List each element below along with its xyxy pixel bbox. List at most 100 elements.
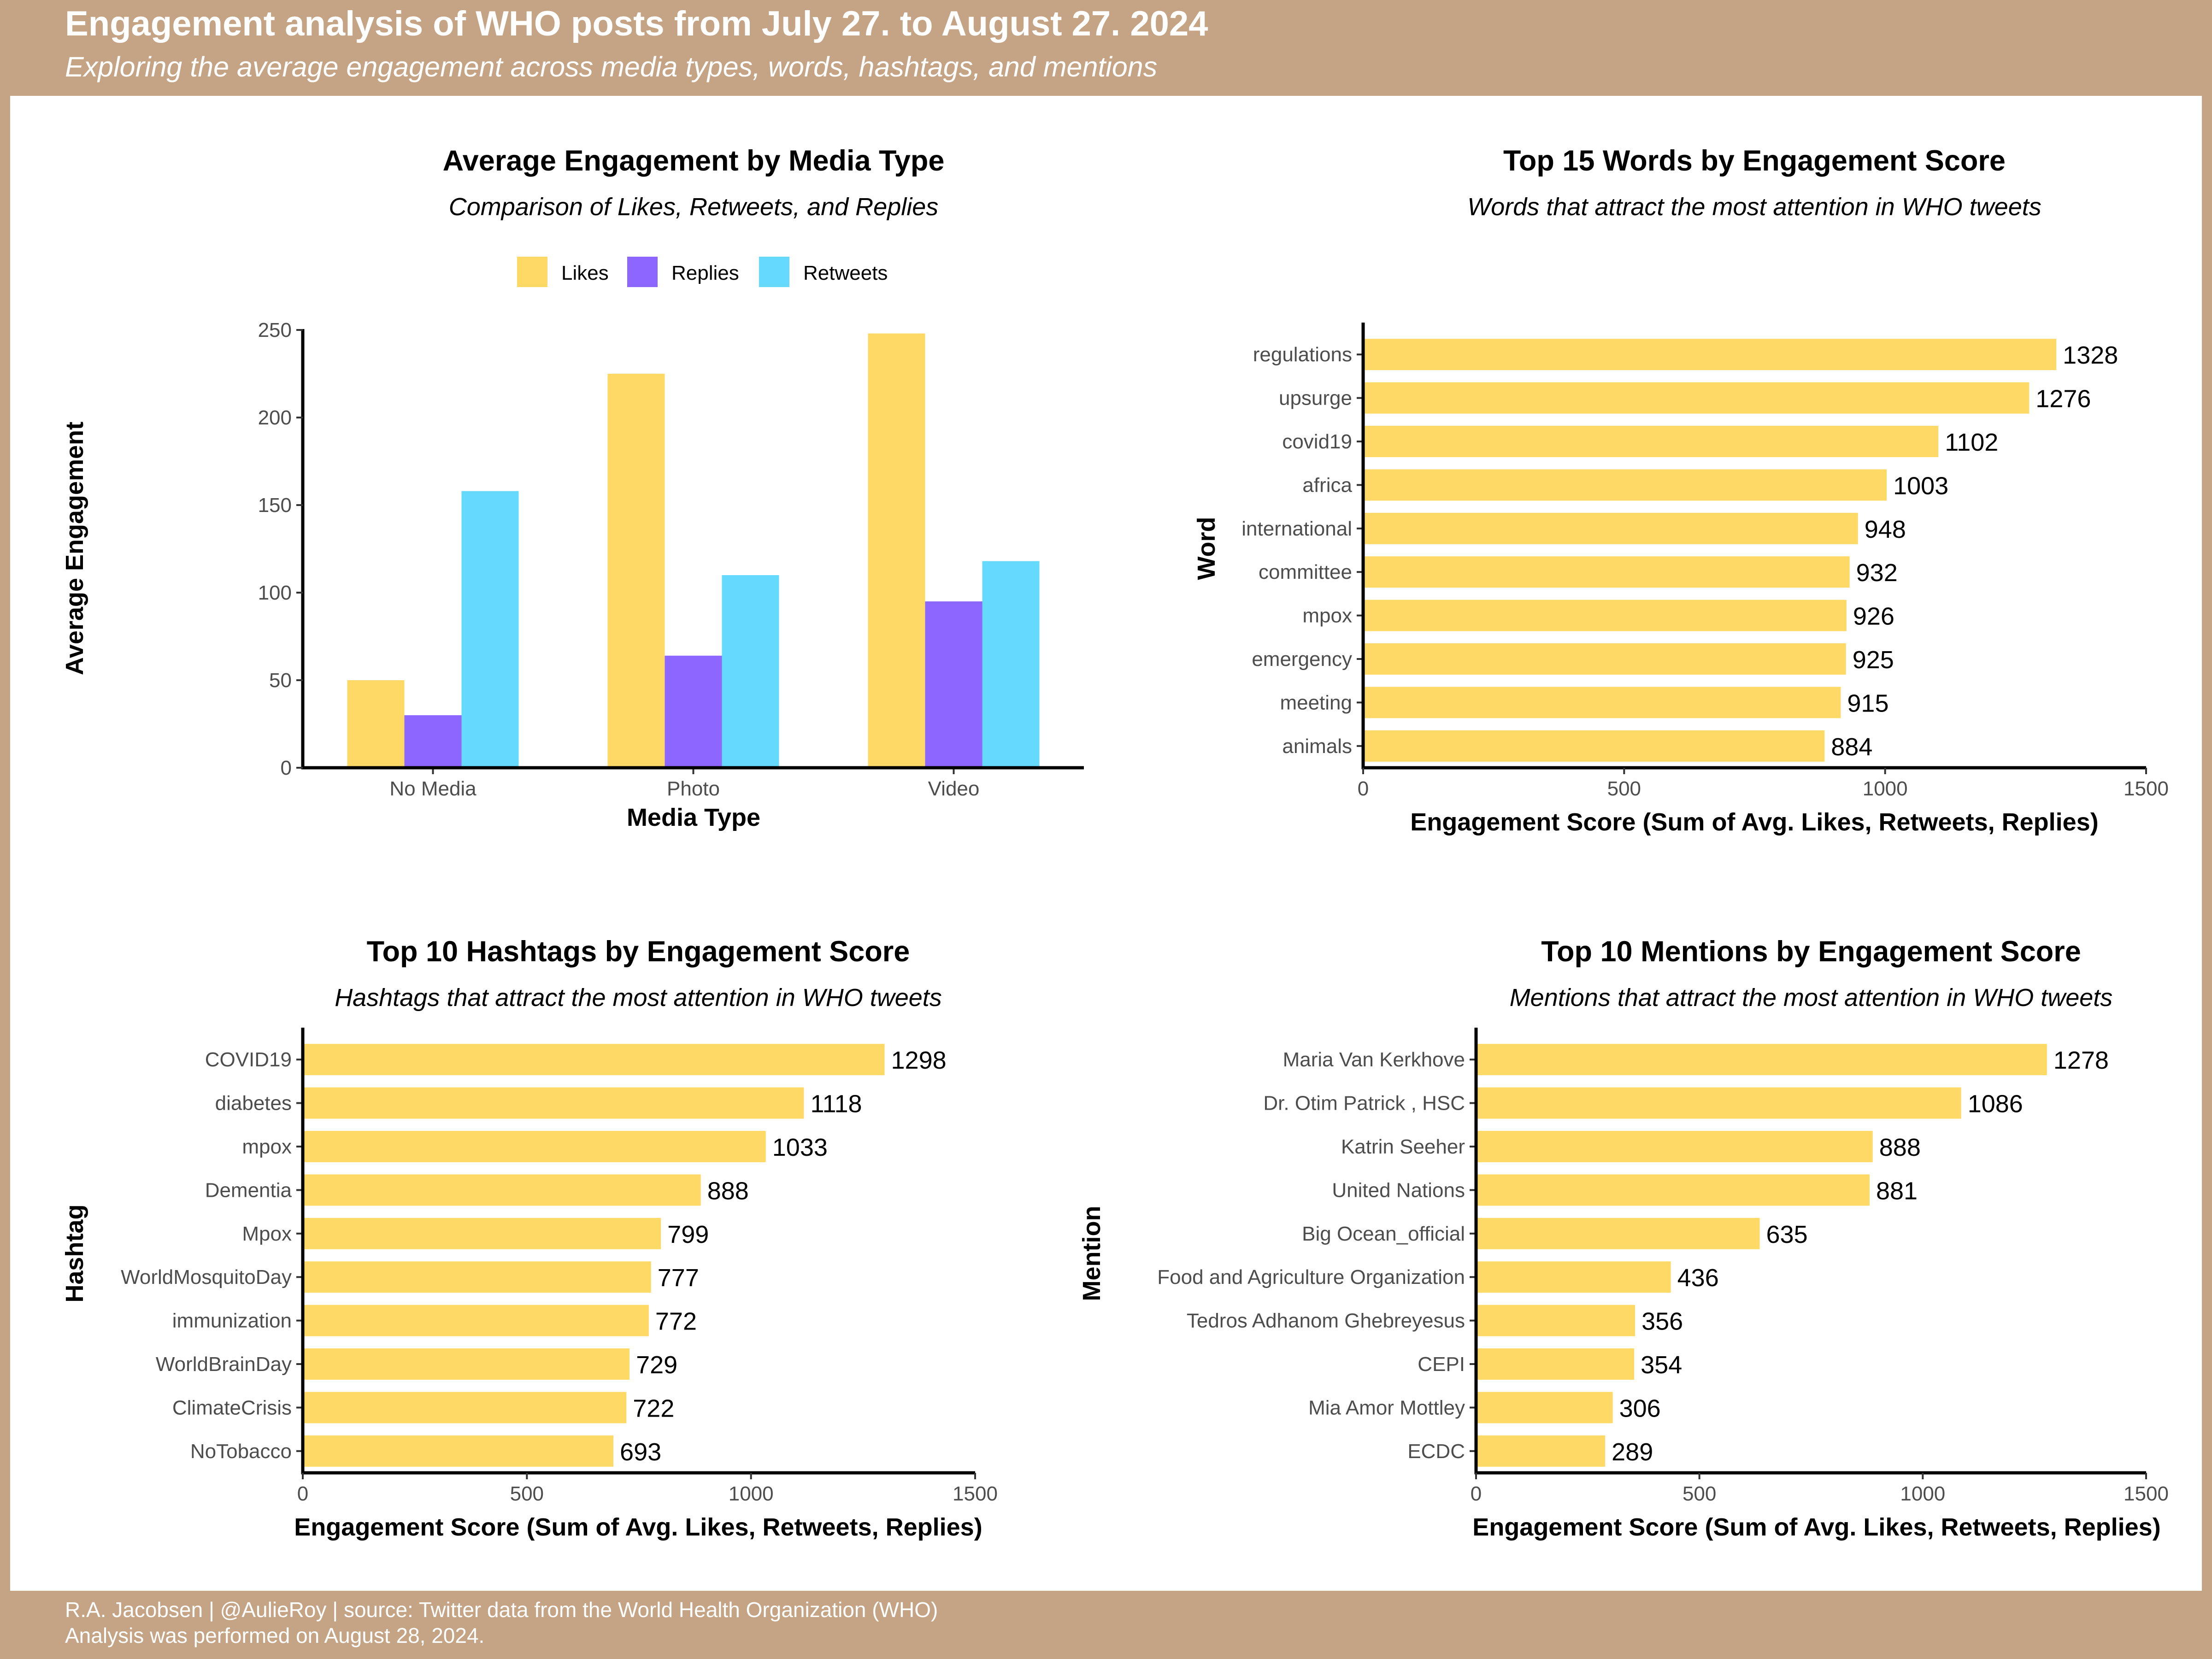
y-tick-label: mpox (242, 1135, 292, 1158)
y-tick-label: ClimateCrisis (172, 1396, 292, 1419)
y-tick-label: Dementia (205, 1179, 292, 1201)
data-label-mentions-8: 306 (1619, 1394, 1661, 1422)
bar-retweets-no-media (461, 491, 519, 768)
data-label-words-1: 1276 (2036, 385, 2091, 413)
y-tick-label: international (1241, 518, 1352, 540)
bar-words-9 (1363, 730, 1825, 762)
y-tick-label: emergency (1252, 648, 1352, 671)
data-label-hashtags-2: 1033 (772, 1134, 828, 1161)
bar-words-2 (1363, 426, 1939, 457)
bar-words-7 (1363, 643, 1846, 675)
x-axis-title-words: Engagement Score (Sum of Avg. Likes, Ret… (1410, 808, 2098, 836)
footer-credit: R.A. Jacobsen | @AulieRoy | source: Twit… (65, 1598, 938, 1622)
y-tick-label: ECDC (1407, 1440, 1465, 1463)
data-label-words-4: 948 (1865, 516, 1906, 543)
x-tick-label: No Media (389, 777, 477, 800)
x-tick-label: 1500 (2124, 1483, 2169, 1505)
data-label-mentions-9: 289 (1612, 1438, 1653, 1466)
page-subtitle: Exploring the average engagement across … (65, 51, 1158, 82)
data-label-words-9: 884 (1831, 733, 1872, 761)
x-tick-label: 1000 (729, 1483, 774, 1505)
y-axis-title-hashtags: Hashtag (61, 1204, 88, 1302)
x-tick-label: 500 (510, 1483, 544, 1505)
data-label-hashtags-5: 777 (658, 1264, 699, 1292)
x-tick-label: Video (928, 777, 980, 800)
data-label-hashtags-9: 693 (620, 1438, 661, 1466)
bar-mentions-8 (1476, 1392, 1613, 1424)
y-tick-label: Mia Amor Mottley (1308, 1396, 1465, 1419)
bar-likes-video (868, 333, 925, 768)
data-label-mentions-2: 888 (1879, 1134, 1921, 1161)
bar-words-8 (1363, 687, 1841, 718)
legend-label-retweets: Retweets (803, 262, 888, 284)
data-label-words-7: 925 (1853, 646, 1894, 674)
bar-hashtags-4 (303, 1218, 661, 1249)
y-tick-label: Big Ocean_official (1302, 1223, 1465, 1245)
footer-date: Analysis was performed on August 28, 202… (65, 1624, 485, 1647)
x-tick-label: 0 (297, 1483, 308, 1505)
y-tick-label: CEPI (1418, 1353, 1465, 1376)
data-label-words-2: 1102 (1945, 429, 1998, 456)
chart-words-subtitle: Words that attract the most attention in… (1467, 193, 2041, 221)
x-tick-label: 1000 (1900, 1483, 1945, 1505)
y-tick-label: immunization (172, 1310, 292, 1332)
chart-words-title: Top 15 Words by Engagement Score (1503, 145, 2006, 177)
y-tick-label: United Nations (1332, 1179, 1465, 1201)
y-tick-label: animals (1282, 735, 1352, 758)
chart-mentions-title: Top 10 Mentions by Engagement Score (1541, 935, 2081, 968)
data-label-words-3: 1003 (1893, 472, 1948, 500)
bar-hashtags-5 (303, 1261, 651, 1293)
bar-replies-photo (665, 655, 722, 768)
y-tick-label: 100 (258, 582, 292, 604)
bar-mentions-6 (1476, 1305, 1635, 1336)
x-tick-label: 500 (1607, 777, 1641, 800)
y-tick-label: 50 (269, 669, 292, 692)
bar-hashtags-7 (303, 1348, 630, 1380)
bar-likes-no-media (347, 680, 405, 768)
x-tick-label: 0 (1471, 1483, 1482, 1505)
x-tick-label: 0 (1358, 777, 1369, 800)
data-label-words-5: 932 (1856, 559, 1898, 587)
y-tick-label: WorldMosquitoDay (121, 1266, 292, 1288)
bar-mentions-7 (1476, 1348, 1635, 1380)
bar-replies-no-media (404, 715, 462, 768)
data-label-hashtags-1: 1118 (810, 1090, 862, 1118)
data-label-mentions-3: 881 (1876, 1177, 1918, 1205)
bar-hashtags-9 (303, 1435, 614, 1467)
bar-words-0 (1363, 339, 2057, 371)
data-label-mentions-0: 1278 (2053, 1047, 2109, 1074)
y-tick-label: Tedros Adhanom Ghebreyesus (1187, 1310, 1465, 1332)
data-label-words-0: 1328 (2063, 341, 2118, 369)
legend-label-likes: Likes (561, 262, 609, 284)
y-tick-label: 250 (258, 319, 292, 341)
data-label-words-6: 926 (1853, 603, 1894, 630)
bar-words-5 (1363, 556, 1850, 588)
bar-mentions-5 (1476, 1261, 1671, 1293)
bar-hashtags-3 (303, 1174, 701, 1206)
y-tick-label: COVID19 (205, 1048, 292, 1071)
bar-retweets-video (982, 561, 1040, 768)
y-axis-title: Average Engagement (61, 422, 88, 675)
bar-mentions-3 (1476, 1174, 1870, 1206)
bar-words-6 (1363, 600, 1847, 631)
x-tick-label: Photo (667, 777, 720, 800)
y-tick-label: upsurge (1279, 387, 1352, 410)
y-tick-label: covid19 (1282, 430, 1352, 453)
bar-hashtags-8 (303, 1392, 627, 1424)
y-tick-label: Maria Van Kerkhove (1283, 1048, 1465, 1071)
bar-hashtags-0 (303, 1044, 885, 1076)
y-tick-label: mpox (1302, 605, 1352, 627)
bar-retweets-photo (722, 575, 779, 768)
bar-replies-video (925, 601, 982, 768)
data-label-words-8: 915 (1847, 689, 1888, 717)
bar-mentions-2 (1476, 1131, 1873, 1162)
bar-likes-photo (607, 374, 665, 768)
y-axis-title-words: Word (1193, 517, 1220, 580)
data-label-mentions-4: 635 (1766, 1221, 1808, 1248)
y-tick-label: committee (1259, 561, 1352, 583)
bar-mentions-1 (1476, 1087, 1961, 1119)
chart-media-title: Average Engagement by Media Type (443, 145, 945, 177)
y-tick-label: WorldBrainDay (156, 1353, 292, 1376)
y-tick-label: Food and Agriculture Organization (1157, 1266, 1465, 1288)
